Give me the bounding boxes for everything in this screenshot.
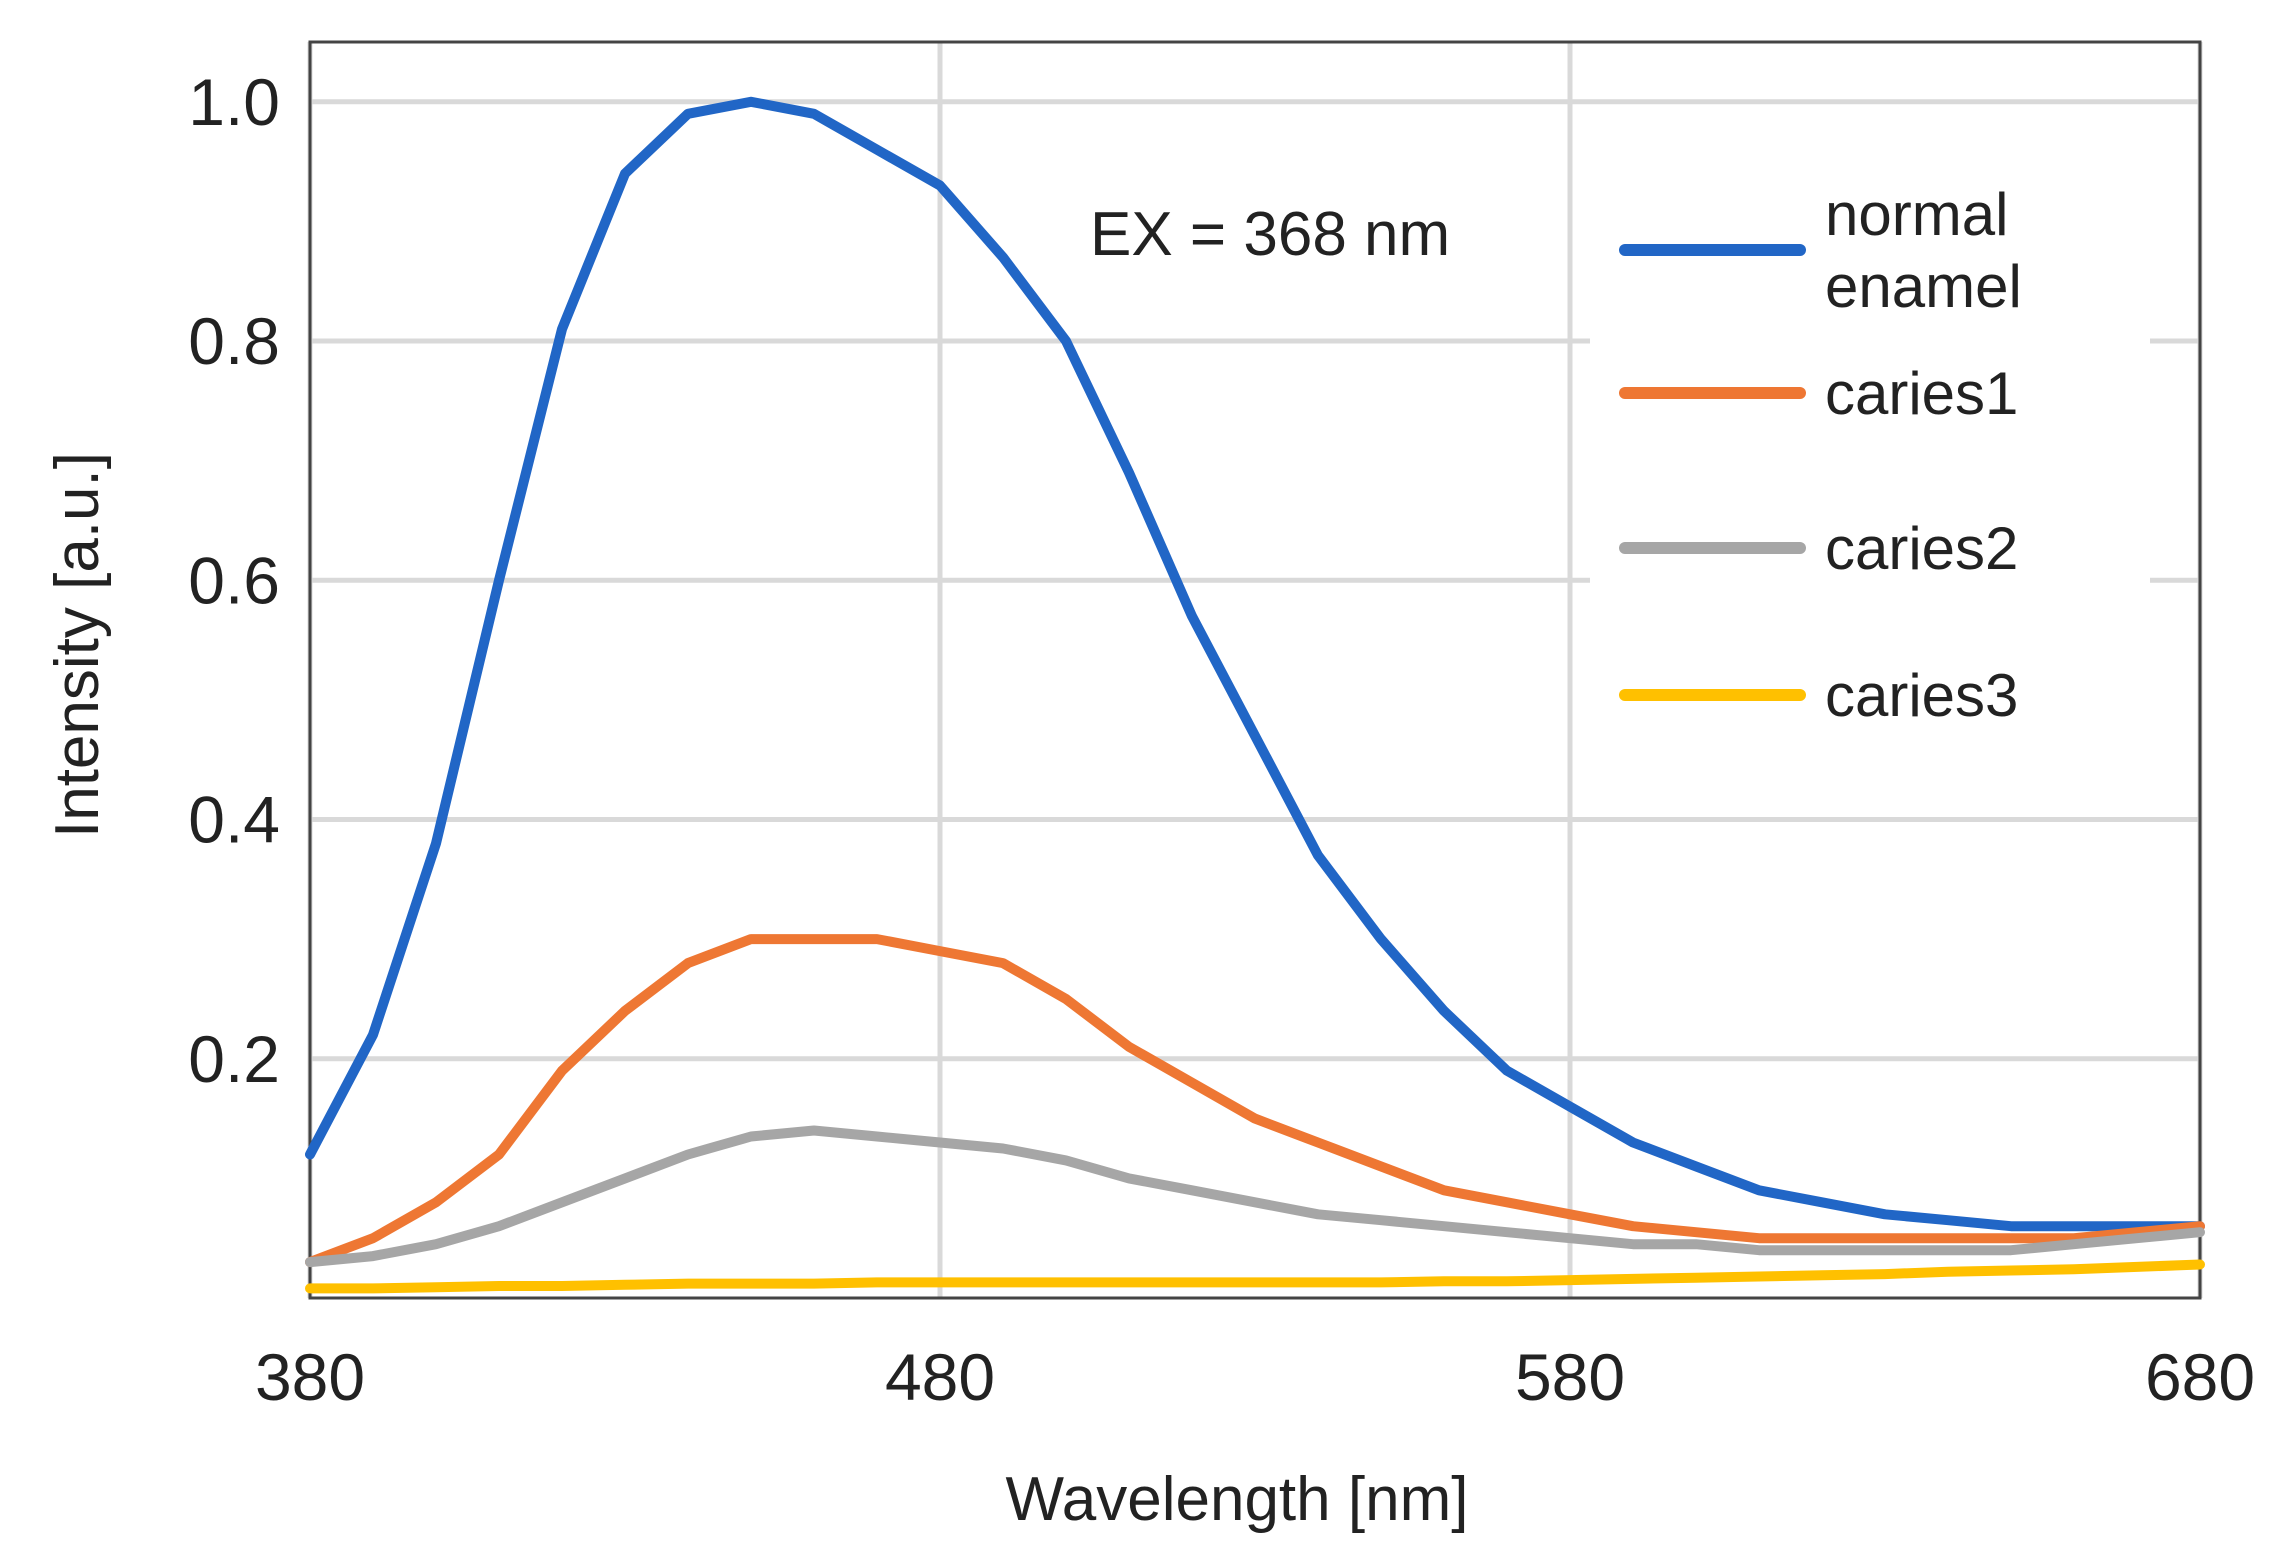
series-line-normal-enamel bbox=[305, 96, 2205, 1232]
series-line-caries3 bbox=[305, 1259, 2205, 1294]
y-tick-label: 1.0 bbox=[188, 65, 280, 139]
x-tick-label: 680 bbox=[2145, 1340, 2255, 1414]
x-tick-label: 580 bbox=[1515, 1340, 1625, 1414]
series-line-caries2 bbox=[305, 1125, 2205, 1268]
legend-label: caries3 bbox=[1825, 662, 2018, 729]
x-axis-title: Wavelength [nm] bbox=[1006, 1465, 1469, 1534]
series-line-caries1 bbox=[305, 934, 2205, 1268]
excitation-annotation: EX = 368 nm bbox=[1090, 200, 1450, 269]
y-tick-label: 0.8 bbox=[188, 304, 280, 378]
y-axis-title: Intensity [a.u.] bbox=[43, 452, 112, 838]
legend-label: enamel bbox=[1825, 253, 2022, 320]
legend-label: caries1 bbox=[1825, 360, 2018, 427]
x-tick-label: 380 bbox=[255, 1340, 365, 1414]
legend-label: normal bbox=[1825, 181, 2008, 248]
x-tick-label: 480 bbox=[885, 1340, 995, 1414]
y-tick-label: 0.4 bbox=[188, 783, 280, 857]
legend-label: caries2 bbox=[1825, 515, 2018, 582]
y-tick-label: 0.6 bbox=[188, 543, 280, 617]
y-tick-label: 0.2 bbox=[188, 1022, 280, 1096]
plot-frame bbox=[308, 40, 2202, 1300]
tick-labels: 0.2 0.4 0.6 0.8 1.0 380 480 580 680 bbox=[188, 65, 2255, 1414]
series-group bbox=[305, 96, 2205, 1294]
